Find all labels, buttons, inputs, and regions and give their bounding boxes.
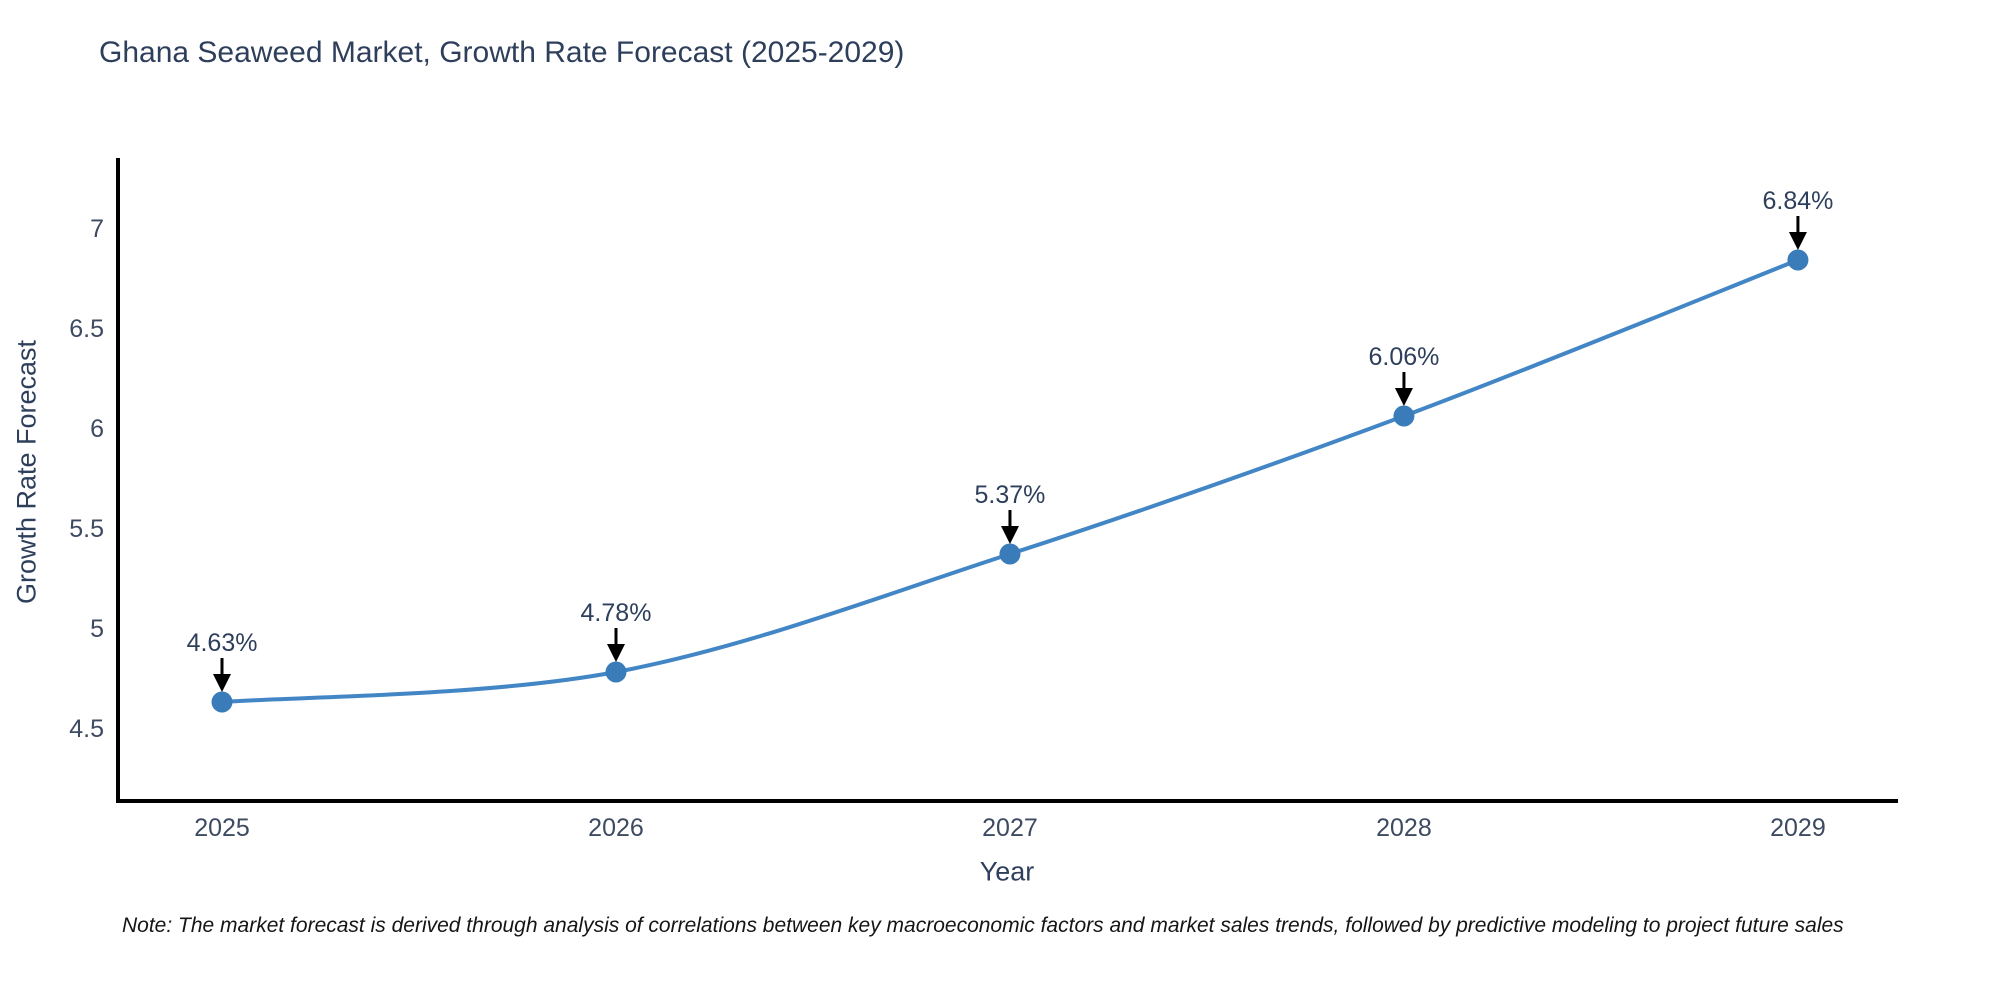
annotation-arrow-head xyxy=(1394,388,1413,406)
data-point-marker xyxy=(211,691,233,713)
x-tick-label: 2027 xyxy=(982,814,1038,842)
annotation-arrow-head xyxy=(213,674,232,692)
y-tick-label: 7 xyxy=(90,215,104,243)
point-annotation: 5.37% xyxy=(975,481,1046,509)
y-tick-label: 6 xyxy=(90,415,104,443)
data-point-marker xyxy=(1393,405,1415,427)
data-point-marker xyxy=(605,661,627,683)
point-annotation: 4.78% xyxy=(581,599,652,627)
chart-title: Ghana Seaweed Market, Growth Rate Foreca… xyxy=(99,36,905,69)
data-point-marker xyxy=(1787,249,1809,271)
point-annotation: 4.63% xyxy=(187,629,258,657)
data-point-marker xyxy=(999,543,1021,565)
footnote: Note: The market forecast is derived thr… xyxy=(122,914,1844,937)
x-tick-label: 2026 xyxy=(588,814,644,842)
y-tick-label: 4.5 xyxy=(69,715,104,743)
y-tick-label: 6.5 xyxy=(69,315,104,343)
y-tick-label: 5.5 xyxy=(69,515,104,543)
x-axis-title: Year xyxy=(979,856,1035,887)
y-tick-label: 5 xyxy=(90,615,104,643)
annotation-arrow-head xyxy=(606,644,625,662)
x-tick-label: 2025 xyxy=(194,814,250,842)
point-annotation: 6.84% xyxy=(1762,187,1833,215)
x-tick-label: 2028 xyxy=(1376,814,1432,842)
annotation-arrow-head xyxy=(1000,526,1019,544)
point-annotation: 6.06% xyxy=(1369,343,1440,371)
x-tick-label: 2029 xyxy=(1770,814,1826,842)
annotation-arrow-head xyxy=(1788,232,1807,250)
